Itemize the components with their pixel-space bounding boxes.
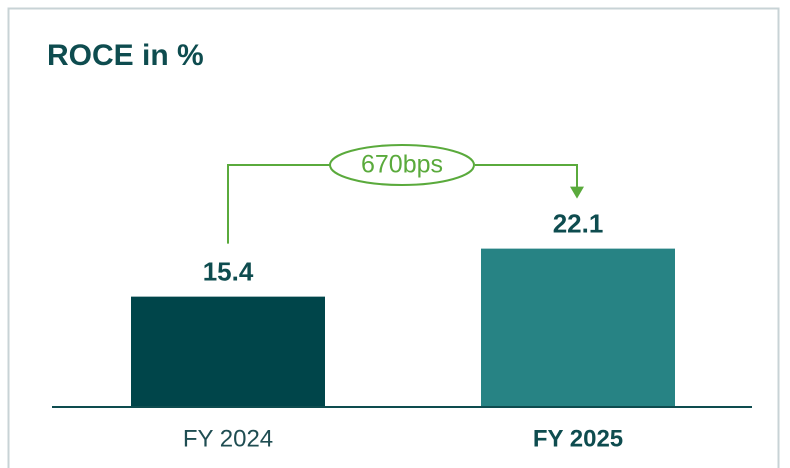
value-label: 15.4 xyxy=(203,257,254,287)
annotation-bubble xyxy=(329,144,475,186)
bar xyxy=(131,296,325,407)
bar xyxy=(481,248,675,407)
x-tick-label: FY 2024 xyxy=(183,425,273,452)
annotation-connector xyxy=(227,164,578,244)
annotation-label: 670bps xyxy=(361,151,443,179)
x-tick-label: FY 2025 xyxy=(533,425,623,452)
chart-title: ROCE in % xyxy=(47,39,204,72)
annotation-arrowhead xyxy=(570,186,584,199)
value-label: 22.1 xyxy=(553,208,604,238)
